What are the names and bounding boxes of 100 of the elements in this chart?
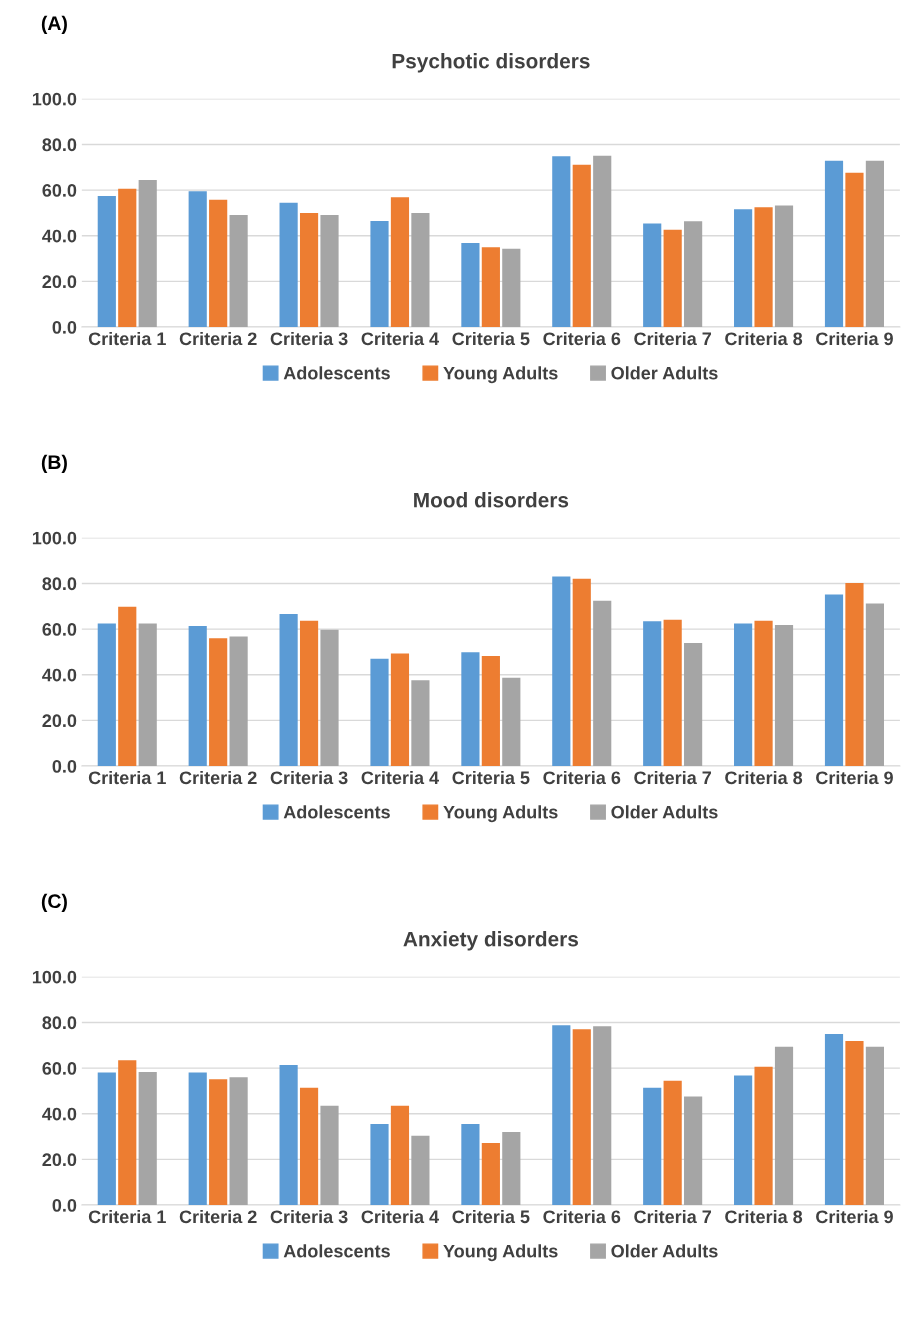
- x-tick-label: Criteria 9: [816, 331, 893, 346]
- bar: [572, 578, 591, 767]
- bar: [209, 638, 228, 767]
- x-tick-label: Criteria 4: [361, 331, 439, 346]
- bar: [684, 221, 703, 328]
- y-tick-label: 40.0: [42, 1107, 77, 1121]
- bar: [320, 629, 339, 767]
- bar: [370, 658, 389, 767]
- bar: [299, 620, 319, 767]
- x-tick-label: Criteria 4: [361, 1209, 439, 1224]
- bar: [572, 1029, 591, 1206]
- x-tick-label: Criteria 4: [361, 770, 439, 785]
- x-tick-label: Criteria 8: [725, 331, 803, 346]
- bar: [118, 1060, 137, 1206]
- bar: [865, 160, 884, 328]
- bar: [209, 199, 228, 328]
- y-tick-label: 60.0: [42, 184, 77, 197]
- text: (C): [41, 893, 67, 912]
- bar: [684, 643, 703, 767]
- bar: [279, 614, 298, 767]
- bar: [684, 1096, 703, 1206]
- y-tick-label: 0.0: [52, 320, 77, 334]
- bar: [845, 1040, 864, 1206]
- x-tick-label: Criteria 1: [88, 1209, 166, 1224]
- bar: [774, 624, 794, 767]
- x-tick-label: Criteria 7: [634, 770, 712, 785]
- text: (A): [41, 15, 67, 34]
- x-tick-label: Criteria 6: [543, 770, 621, 785]
- bar: [663, 229, 682, 328]
- bar: [643, 1087, 662, 1206]
- bar: [593, 155, 612, 328]
- y-tick-label: 60.0: [42, 1062, 77, 1075]
- bar: [279, 202, 298, 328]
- y-tick-label: 80.0: [42, 1016, 77, 1030]
- bar: [188, 1072, 207, 1206]
- bar: [390, 1105, 410, 1206]
- bar: [572, 164, 591, 328]
- legend-label: Adolescents: [283, 1244, 390, 1258]
- bar: [865, 603, 884, 767]
- bar: [552, 156, 571, 328]
- x-tick-label: Criteria 2: [179, 770, 257, 785]
- bar: [774, 1046, 794, 1206]
- legend-label: Adolescents: [283, 366, 390, 380]
- bar: [643, 621, 662, 767]
- x-tick-label: Criteria 1: [88, 331, 166, 346]
- bar: [411, 1135, 430, 1206]
- bar: [643, 223, 662, 328]
- bar: [845, 582, 864, 767]
- x-tick-label: Criteria 9: [816, 770, 893, 785]
- x-tick-label: Criteria 9: [816, 1209, 893, 1224]
- bar: [461, 1124, 480, 1206]
- bar: [229, 214, 248, 328]
- y-tick-label: 40.0: [42, 229, 77, 243]
- y-tick-label: 20.0: [42, 714, 77, 728]
- bar: [390, 653, 410, 767]
- bar: [411, 212, 430, 328]
- legend-label: Older Adults: [611, 1244, 718, 1258]
- x-tick-label: Criteria 6: [543, 1209, 621, 1224]
- bar: [754, 620, 773, 767]
- x-tick-label: Criteria 7: [634, 1209, 712, 1224]
- x-tick-label: Criteria 2: [179, 331, 257, 346]
- x-tick-label: Criteria 3: [270, 331, 348, 346]
- legend-label: Adolescents: [283, 805, 390, 819]
- bar: [299, 1087, 319, 1206]
- chart-title: Psychotic disorders: [392, 53, 590, 73]
- y-tick-label: 80.0: [42, 577, 77, 591]
- bar: [481, 247, 500, 328]
- bar: [824, 1034, 844, 1206]
- bar: [320, 1105, 339, 1206]
- text: (B): [41, 454, 67, 473]
- bar: [97, 1072, 116, 1206]
- bar: [481, 1142, 500, 1206]
- x-tick-label: Criteria 2: [179, 1209, 257, 1224]
- bar: [118, 188, 137, 328]
- bar: [411, 680, 430, 767]
- bar: [663, 1080, 682, 1206]
- bar: [481, 656, 500, 767]
- x-tick-label: Criteria 6: [543, 331, 621, 346]
- bar: [188, 626, 207, 767]
- legend-label: Young Adults: [443, 366, 558, 384]
- y-tick-label: 20.0: [42, 275, 77, 289]
- x-tick-label: Criteria 1: [88, 770, 166, 785]
- bar: [229, 1077, 248, 1206]
- bar: [824, 594, 844, 767]
- bar: [865, 1046, 884, 1206]
- bar: [97, 196, 116, 328]
- bar: [734, 209, 753, 328]
- bar: [229, 636, 248, 767]
- bar: [390, 197, 410, 328]
- x-tick-label: Criteria 3: [270, 1209, 348, 1224]
- bar: [845, 172, 864, 328]
- y-tick-label: 60.0: [42, 623, 77, 636]
- legend-label: Young Adults: [443, 1244, 558, 1262]
- bar: [138, 180, 157, 328]
- bar: [754, 207, 773, 328]
- bar: [138, 1071, 157, 1206]
- bar: [552, 576, 571, 767]
- y-tick-label: 80.0: [42, 138, 77, 152]
- bar: [502, 1132, 521, 1206]
- bar: [824, 160, 844, 328]
